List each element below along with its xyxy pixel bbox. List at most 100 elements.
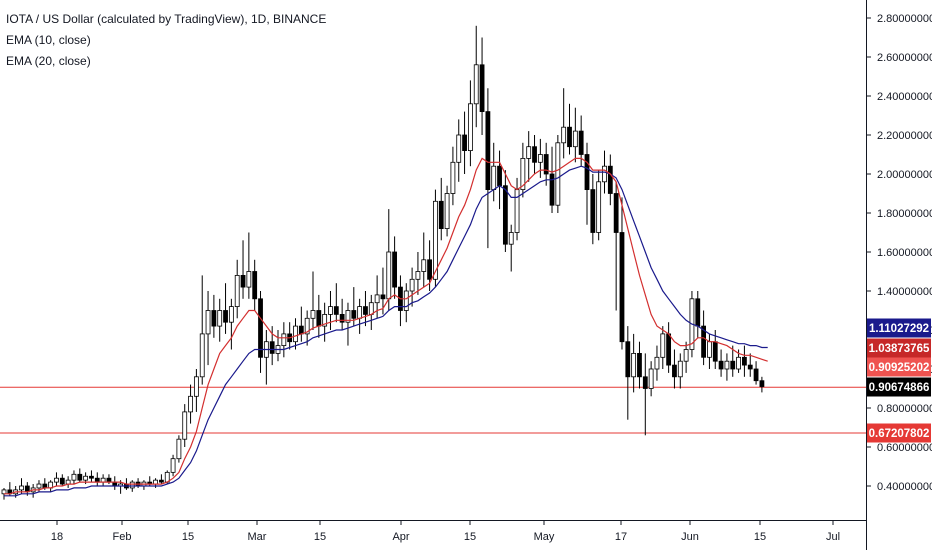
price-tick: 2.00000000	[866, 169, 932, 181]
time-tick-label: 15	[464, 531, 476, 543]
time-tick: 15	[182, 520, 194, 543]
ema10-line	[4, 157, 768, 495]
time-tick-label: 17	[615, 531, 627, 543]
price-tag: 1.11027292	[867, 318, 931, 338]
candle	[310, 271, 316, 330]
candle	[304, 310, 310, 346]
candle	[170, 454, 176, 477]
candle	[415, 252, 421, 295]
time-tick-label: Apr	[392, 531, 409, 543]
candle	[269, 326, 275, 366]
symbol-title[interactable]: IOTA / US Dollar (calculated by TradingV…	[6, 12, 327, 26]
candle	[59, 474, 65, 486]
chart-legend: IOTA / US Dollar (calculated by TradingV…	[6, 9, 326, 72]
price-tick: 2.40000000	[866, 91, 932, 103]
candle	[677, 353, 683, 389]
candle	[77, 468, 83, 483]
price-tick-label: 0.60000000	[877, 442, 932, 454]
price-tick-label: 2.80000000	[877, 13, 932, 25]
candle	[555, 135, 561, 213]
candle	[398, 275, 403, 327]
candle	[584, 142, 590, 225]
candle	[211, 294, 217, 338]
candle	[316, 294, 322, 338]
candle	[368, 294, 374, 330]
candle	[502, 170, 508, 252]
candle	[275, 330, 281, 362]
candle	[65, 476, 71, 488]
candle	[742, 345, 747, 377]
price-tick-label: 1.60000000	[877, 247, 932, 259]
candle	[590, 174, 596, 245]
candle	[228, 298, 234, 350]
candle	[450, 146, 456, 206]
time-tick-label: 15	[754, 531, 766, 543]
candle	[357, 298, 363, 334]
time-tick: 17	[615, 520, 627, 543]
price-tick: 1.40000000	[866, 286, 932, 298]
candle	[287, 322, 293, 350]
candle	[19, 478, 24, 494]
price-tag: 0.90674866	[867, 377, 931, 397]
candle	[438, 177, 444, 241]
candle	[520, 142, 526, 198]
ema20-legend[interactable]: EMA (20, close)	[6, 54, 91, 68]
candle	[497, 150, 502, 210]
price-tick: 0.80000000	[866, 403, 932, 415]
candle	[112, 476, 118, 490]
candle	[718, 349, 724, 377]
price-tag-label: 0.67207802	[869, 428, 930, 440]
candle	[141, 480, 147, 490]
candle	[532, 135, 537, 174]
candle	[386, 209, 392, 311]
price-labels: 1.11027292 1.03873765 0.90925202 0.90674866…	[867, 318, 931, 443]
price-tag-label: 1.11027292	[869, 323, 929, 335]
candle	[188, 384, 193, 424]
candle	[333, 283, 339, 323]
candle	[707, 333, 712, 369]
candle	[479, 37, 485, 135]
candle	[660, 326, 666, 369]
candle	[54, 472, 59, 486]
candle	[753, 361, 759, 385]
candle	[619, 197, 625, 350]
time-tick: Apr	[392, 520, 410, 543]
candle	[648, 361, 654, 397]
candle	[258, 291, 263, 373]
candle	[176, 435, 182, 463]
price-tick: 0.40000000	[866, 481, 932, 493]
horizontal-lines	[0, 386, 866, 434]
candle	[508, 224, 514, 272]
candle	[199, 275, 205, 385]
price-tag: 0.90925202	[867, 357, 931, 377]
candle	[444, 185, 450, 237]
candle	[293, 318, 298, 350]
time-tick: 15	[314, 520, 326, 543]
price-tag: 0.67207802	[867, 423, 931, 443]
time-tick-label: Mar	[248, 531, 267, 543]
candle	[730, 345, 736, 377]
price-tick-label: 2.00000000	[877, 169, 932, 181]
ema20-line	[4, 165, 768, 497]
candle	[567, 103, 572, 155]
candle	[637, 341, 642, 389]
price-tick: 1.80000000	[866, 208, 932, 220]
price-tick-label: 2.60000000	[877, 52, 932, 64]
candle	[596, 170, 602, 241]
candle	[473, 25, 479, 128]
candle	[467, 80, 473, 167]
candle	[380, 267, 386, 315]
price-tick-label: 2.40000000	[877, 91, 932, 103]
time-tick: May	[534, 520, 555, 543]
time-tick: 15	[464, 520, 476, 543]
candle	[298, 306, 304, 342]
price-tick: 0.60000000	[866, 442, 932, 454]
price-tick: 2.80000000	[866, 13, 932, 25]
time-tick-label: Feb	[113, 531, 132, 543]
ema10-legend[interactable]: EMA (10, close)	[6, 33, 91, 47]
candle	[252, 259, 258, 311]
candle	[613, 181, 619, 311]
candle	[543, 142, 549, 186]
candle	[607, 154, 613, 206]
